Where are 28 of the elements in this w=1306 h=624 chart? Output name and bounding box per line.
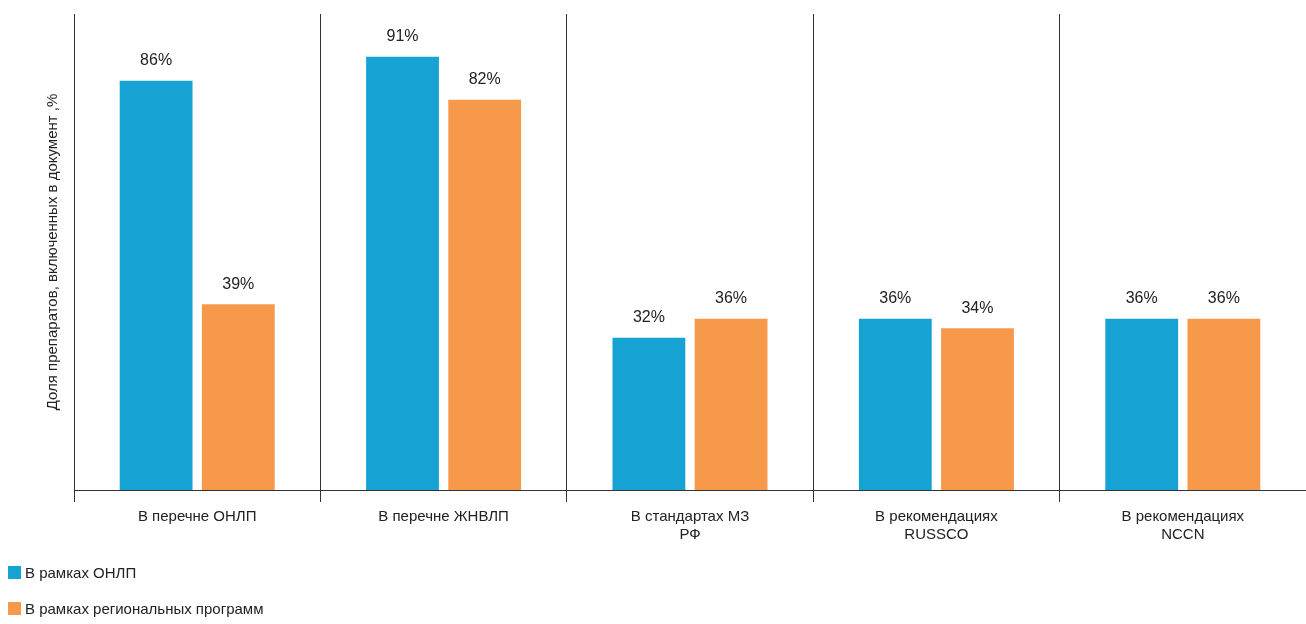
legend-label: В рамках региональных программ [25,599,264,617]
data-label: 36% [715,289,748,307]
x-tick-label: В рекомендациях RUSSCO [875,507,999,543]
data-label: 32% [632,308,665,326]
legend-label: В рамках ОНЛП [25,563,137,581]
bar [448,99,522,490]
x-tick-label: В рекомендациях NCCN [1121,507,1245,543]
data-label: 36% [879,289,912,307]
bar [119,80,193,490]
bar [201,304,275,490]
x-tick-label: В перечне ОНЛП [137,507,257,525]
data-label: 82% [468,70,501,88]
bar [1105,318,1179,490]
data-label: 91% [386,27,419,45]
bar [612,337,686,490]
x-tick-label: В перечне ЖНВЛП [378,507,509,525]
x-tick-label: В стандартах МЗ РФ [630,507,750,543]
data-label: 39% [222,274,255,292]
data-label: 34% [961,298,994,316]
bar [941,328,1014,490]
y-axis-title: Доля препаратов, включенных в документ ,% [43,93,61,411]
bar [694,318,768,490]
data-label: 36% [1207,289,1240,307]
bar [858,318,932,490]
bar [1187,318,1261,490]
bar [366,56,439,490]
data-label: 36% [1125,289,1158,307]
data-label: 86% [140,51,173,69]
